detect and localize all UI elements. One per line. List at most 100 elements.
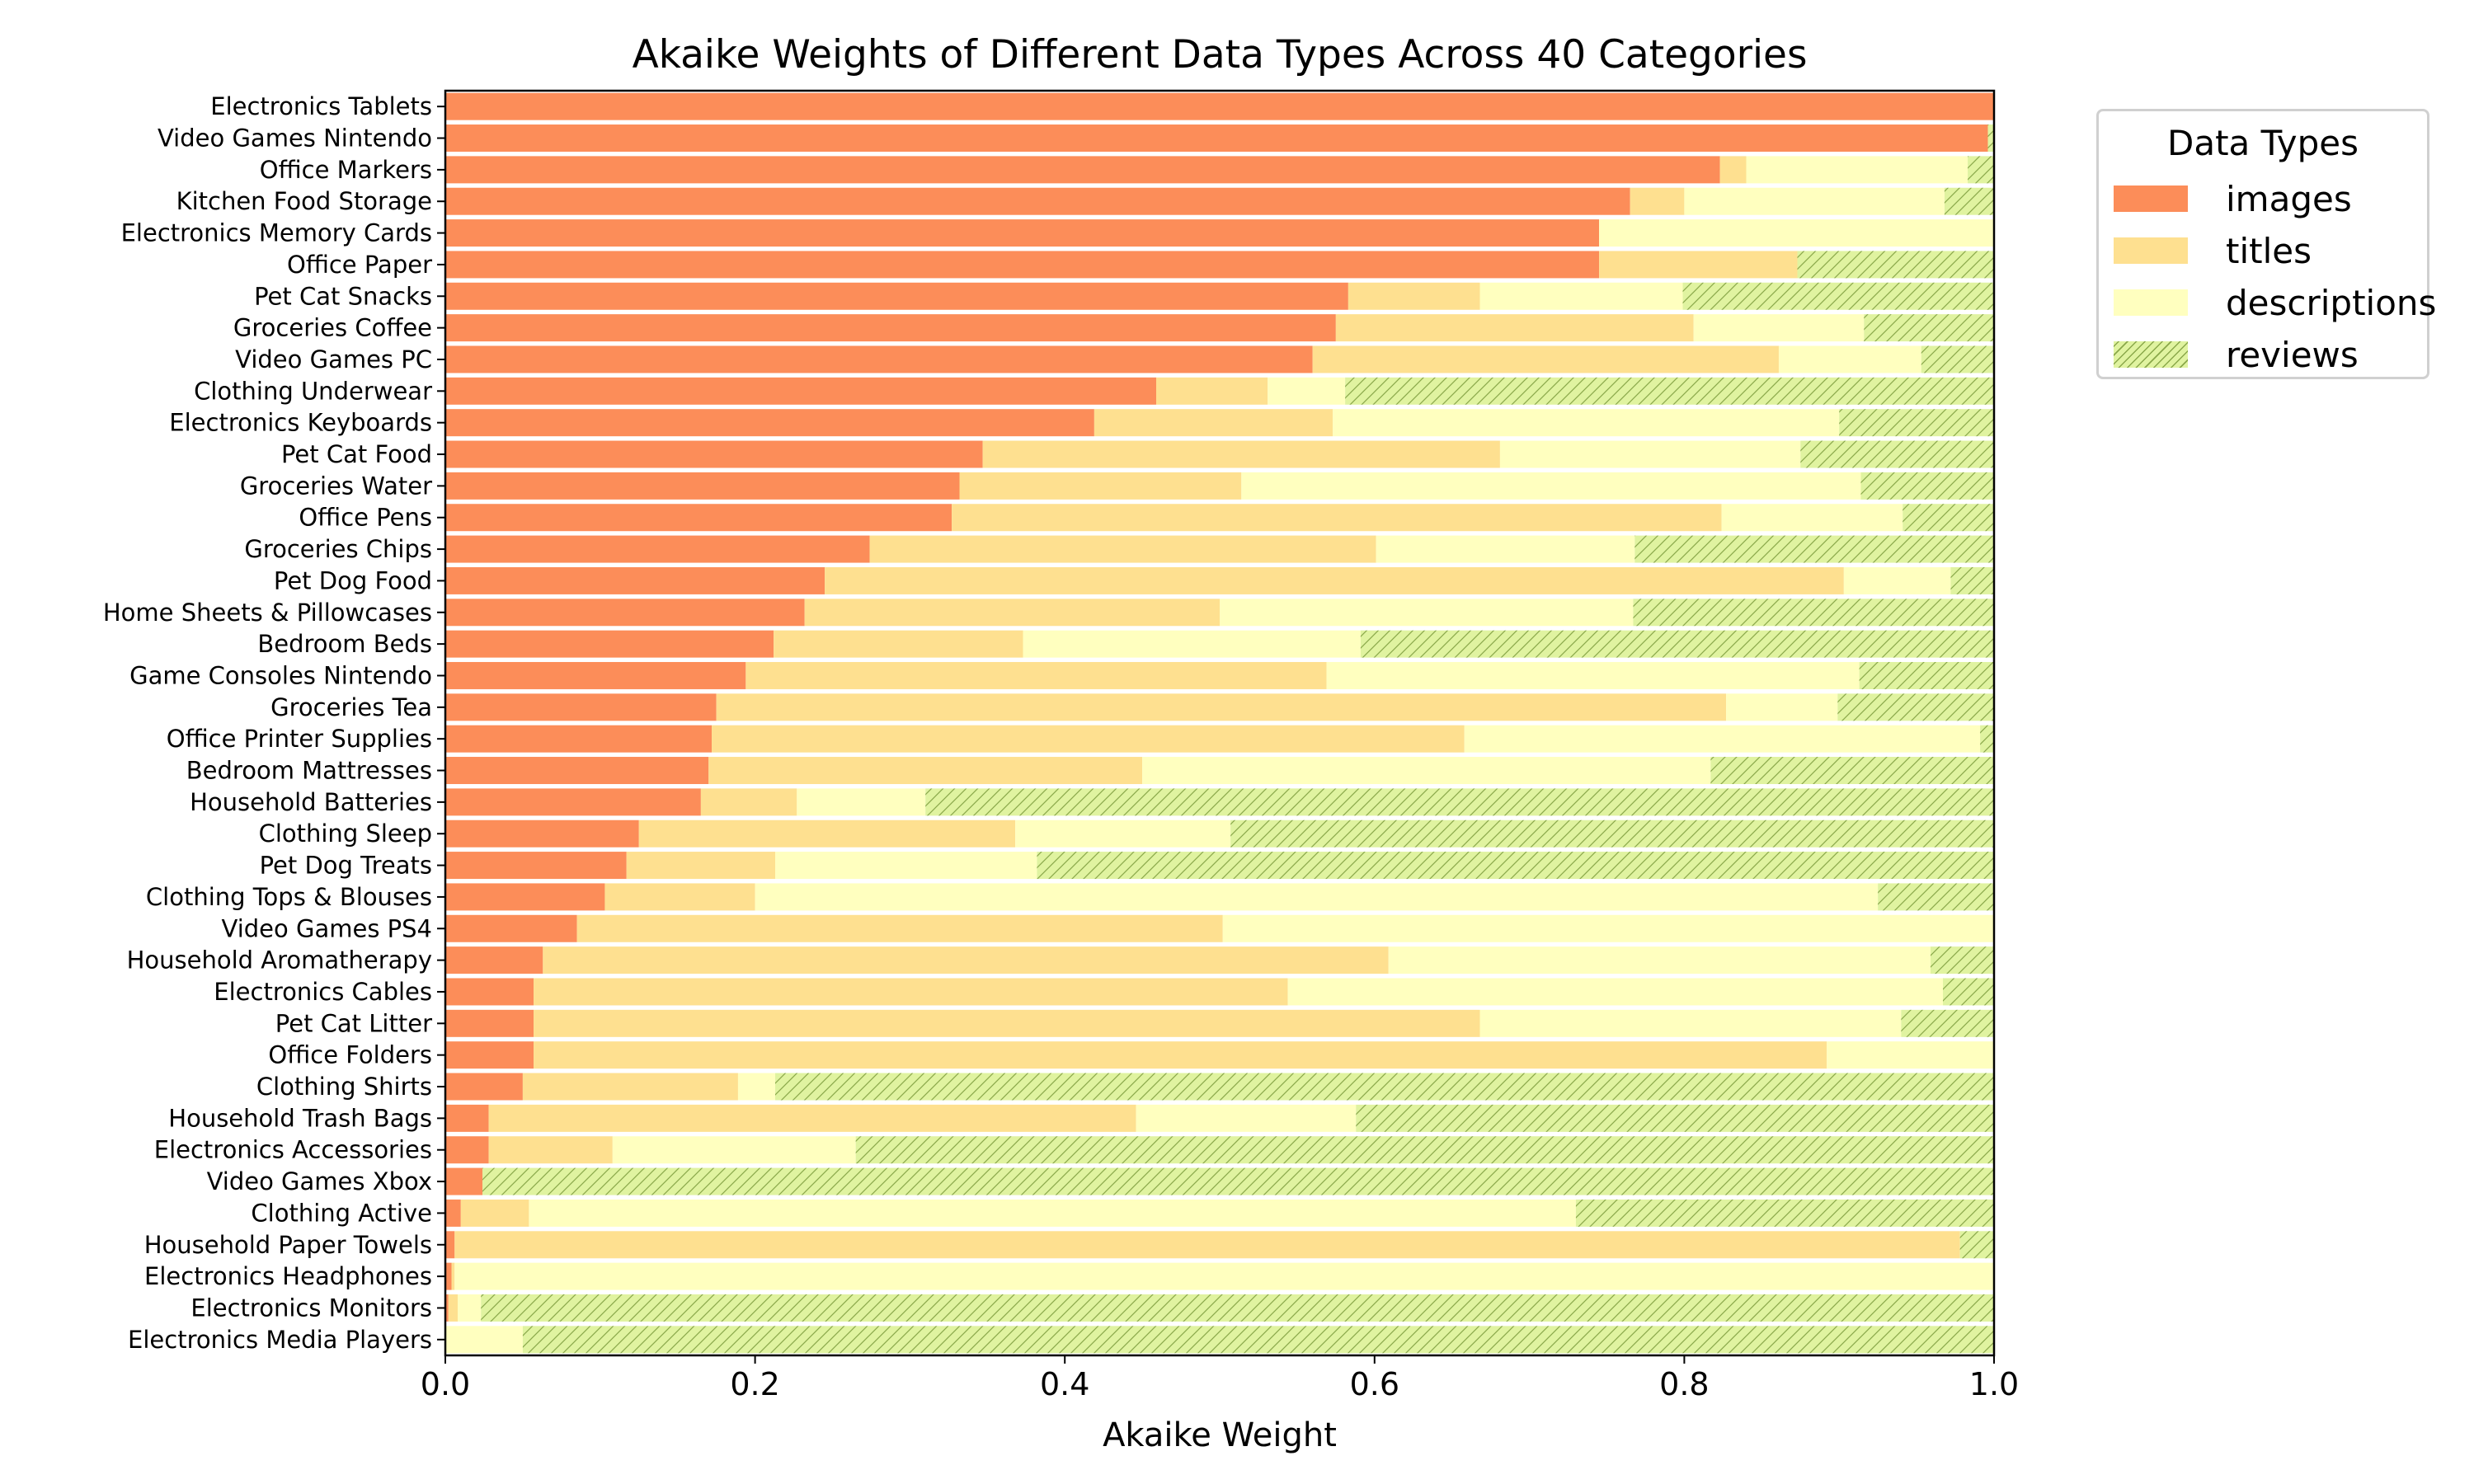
- bar-images: [445, 1073, 523, 1101]
- bar-images: [445, 314, 1336, 342]
- bar-titles: [534, 1041, 1827, 1069]
- bar-titles: [522, 1073, 738, 1101]
- bar-images: [445, 124, 1988, 153]
- bar-descriptions: [1746, 156, 1968, 184]
- bar-titles: [774, 630, 1023, 658]
- bar-reviews: [482, 1167, 1994, 1195]
- y-tick-label: Office Pens: [299, 504, 432, 532]
- y-tick-label: Video Games PS4: [222, 914, 432, 942]
- legend-label-reviews: reviews: [2226, 334, 2359, 375]
- bar-images: [445, 661, 746, 689]
- bar-images: [445, 788, 701, 816]
- legend-label-descriptions: descriptions: [2226, 282, 2437, 323]
- bar-reviews: [1682, 282, 1994, 310]
- bar-titles: [1599, 251, 1798, 279]
- bar-descriptions: [1388, 946, 1931, 974]
- bar-reviews: [481, 1294, 1994, 1322]
- bar-titles: [700, 788, 797, 816]
- bar-reviews: [1943, 978, 1994, 1006]
- bar-descriptions: [1376, 535, 1635, 563]
- y-tick-label: Household Aromatherapy: [127, 946, 432, 974]
- bar-images: [445, 852, 627, 880]
- bar-images: [445, 535, 870, 563]
- y-tick-label: Household Trash Bags: [168, 1104, 432, 1132]
- y-tick-label: Groceries Coffee: [233, 314, 432, 342]
- bar-descriptions: [458, 1294, 482, 1322]
- bar-reviews: [1931, 946, 1994, 974]
- bar-images: [445, 978, 534, 1006]
- legend-swatch-images: [2114, 186, 2188, 212]
- bar-titles: [543, 946, 1389, 974]
- y-tick-label: Home Sheets & Pillowcases: [103, 599, 432, 627]
- bars: [445, 92, 1995, 1354]
- bar-reviews: [1987, 124, 1994, 153]
- bar-reviews: [1797, 251, 1994, 279]
- y-tick-label: Bedroom Mattresses: [186, 757, 432, 785]
- bar-images: [445, 1231, 455, 1259]
- y-tick-labels: Electronics Tablets Video Games Nintendo O…: [103, 92, 445, 1354]
- y-tick-label: Video Games Xbox: [207, 1167, 432, 1195]
- bar-descriptions: [1827, 1041, 1994, 1069]
- bar-titles: [534, 1009, 1480, 1037]
- bar-titles: [708, 757, 1143, 785]
- bar-descriptions: [1778, 345, 1921, 373]
- bar-images: [445, 914, 577, 942]
- bar-reviews: [1837, 693, 1994, 721]
- bar-descriptions: [612, 1136, 856, 1164]
- y-tick-label: Pet Dog Food: [274, 566, 432, 594]
- bar-titles: [982, 440, 1500, 468]
- bar-titles: [626, 852, 776, 880]
- bar-titles: [604, 883, 755, 911]
- bar-titles: [712, 725, 1465, 753]
- bar-titles: [1156, 377, 1268, 405]
- bar-reviews: [1878, 883, 1994, 911]
- y-tick-label: Clothing Tops & Blouses: [146, 883, 432, 911]
- y-tick-label: Electronics Memory Cards: [121, 219, 432, 247]
- y-tick-label: Clothing Sleep: [259, 819, 432, 848]
- bar-descriptions: [529, 1199, 1576, 1227]
- bar-reviews: [1575, 1199, 1994, 1227]
- y-tick-label: Groceries Chips: [244, 535, 432, 563]
- y-tick-label: Electronics Monitors: [190, 1294, 432, 1322]
- legend-item-images: images: [2114, 179, 2352, 219]
- bar-titles: [1335, 314, 1694, 342]
- bar-images: [445, 1294, 449, 1322]
- bar-images: [445, 92, 1994, 120]
- bar-descriptions: [1136, 1104, 1357, 1132]
- y-tick-label: Clothing Shirts: [256, 1073, 432, 1101]
- bar-reviews: [1839, 409, 1994, 437]
- x-tick-label: 0.6: [1350, 1366, 1399, 1402]
- chart-title: Akaike Weights of Different Data Types A…: [633, 32, 1808, 77]
- bar-titles: [638, 819, 1016, 848]
- bar-descriptions: [1599, 219, 1994, 247]
- bar-images: [445, 409, 1094, 437]
- bar-reviews: [1710, 757, 1994, 785]
- x-tick-label: 1.0: [1969, 1366, 2019, 1402]
- bar-titles: [869, 535, 1376, 563]
- bar-reviews: [1864, 314, 1994, 342]
- y-tick-label: Bedroom Beds: [257, 630, 432, 658]
- bar-images: [445, 693, 717, 721]
- bar-reviews: [775, 1073, 1995, 1101]
- bar-images: [445, 472, 960, 500]
- bar-images: [445, 725, 713, 753]
- bar-descriptions: [454, 1262, 1994, 1290]
- bar-reviews: [1345, 377, 1994, 405]
- bar-reviews: [1230, 819, 1994, 848]
- bar-reviews: [1800, 440, 1994, 468]
- bar-images: [445, 1009, 534, 1037]
- y-tick-label: Household Batteries: [190, 788, 432, 816]
- x-tick-label: 0.4: [1040, 1366, 1089, 1402]
- y-tick-label: Electronics Keyboards: [169, 409, 432, 437]
- bar-reviews: [1634, 535, 1994, 563]
- bar-descriptions: [1499, 440, 1801, 468]
- bar-descriptions: [1023, 630, 1361, 658]
- bar-titles: [488, 1104, 1136, 1132]
- x-tick-label: 0.2: [730, 1366, 779, 1402]
- bar-descriptions: [1333, 409, 1840, 437]
- bar-images: [445, 219, 1600, 247]
- bar-reviews: [1903, 504, 1994, 532]
- y-tick-label: Pet Cat Food: [281, 440, 432, 468]
- y-tick-label: Office Folders: [268, 1041, 432, 1069]
- bar-descriptions: [1268, 377, 1346, 405]
